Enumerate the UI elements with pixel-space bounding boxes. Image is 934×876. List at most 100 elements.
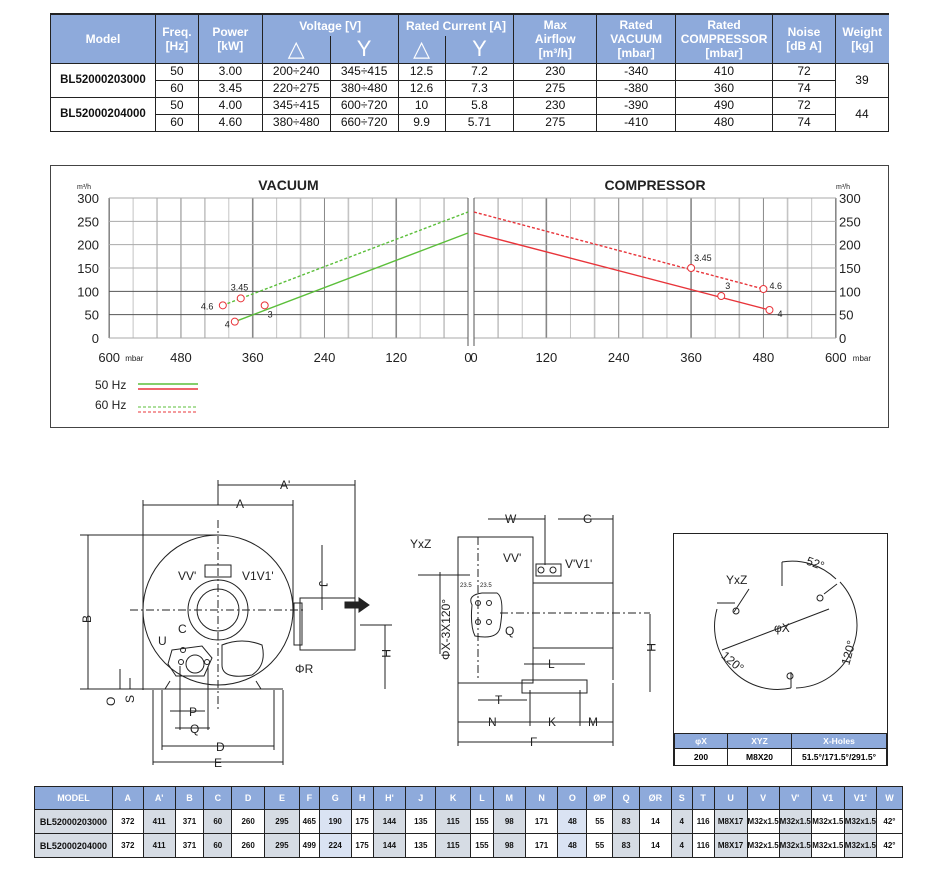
dim-header: ØR bbox=[639, 786, 672, 810]
dim-header: W bbox=[875, 786, 904, 810]
dim-header: G bbox=[318, 786, 352, 810]
label-p: P bbox=[189, 705, 197, 719]
vacuum-cell: -390 bbox=[596, 96, 677, 115]
label-e: E bbox=[214, 756, 222, 770]
compressor-cell: 410 bbox=[675, 62, 774, 81]
spec-row: 60 4.60 380÷480 660÷720 9.9 5.71 275 -410 480 74 bbox=[51, 113, 889, 132]
x-tick-label: 360 bbox=[680, 350, 702, 365]
airflow-cell: 230 bbox=[513, 96, 598, 115]
dim-header: V bbox=[746, 786, 780, 810]
x-tick-label: 120 bbox=[385, 350, 407, 365]
dim-cell: 48 bbox=[557, 809, 588, 834]
dim-cell: BL52000203000 bbox=[34, 809, 113, 834]
y-tick-label: 200 bbox=[839, 238, 861, 253]
label-phi-x: φX bbox=[774, 621, 790, 635]
data-label: 3.45 bbox=[231, 282, 249, 292]
label-w: W bbox=[505, 512, 517, 526]
dim-cell: M32x1.5 bbox=[746, 809, 780, 834]
dim-header: K bbox=[435, 786, 471, 810]
y-tick-label: 200 bbox=[77, 238, 99, 253]
label-q: Q bbox=[190, 722, 199, 736]
label-angle: 23.5 bbox=[480, 583, 492, 589]
dim-cell: M8X17 bbox=[713, 833, 748, 858]
dim-cell: 465 bbox=[298, 809, 320, 834]
dim-header: ØP bbox=[586, 786, 614, 810]
dim-cell: 411 bbox=[142, 833, 176, 858]
compressor-cell: 490 bbox=[675, 96, 774, 115]
performance-chart: VACUUM 0 50 100 150 200 250 300 600 480 360 240 120 0… bbox=[50, 165, 889, 428]
dim-cell: 14 bbox=[639, 809, 672, 834]
y-tick-label: 300 bbox=[839, 191, 861, 206]
dim-cell: 155 bbox=[469, 809, 494, 834]
delta-symbol: △ bbox=[397, 36, 446, 63]
v_star-cell: 660÷720 bbox=[329, 113, 399, 132]
header-model: Model bbox=[50, 13, 156, 63]
dim-header: V1 bbox=[810, 786, 845, 810]
data-point bbox=[260, 301, 269, 310]
dimension-table: MODEL A A' B C D E F G H H' J K L M N O ØP Q ØR S T U V V' V1 V1' W… bbox=[34, 786, 904, 858]
label-s: S bbox=[123, 695, 137, 703]
series-line bbox=[222, 211, 469, 306]
data-label: 3 bbox=[725, 281, 730, 291]
header-vacuum: Rated VACUUM [mbar] bbox=[596, 13, 676, 63]
dim-cell: 83 bbox=[612, 809, 640, 834]
label-c: C bbox=[178, 622, 187, 636]
cell: M8X20 bbox=[727, 748, 792, 766]
dim-cell: 116 bbox=[691, 809, 715, 834]
data-label: 4 bbox=[777, 309, 782, 319]
v_delta-cell: 380÷480 bbox=[261, 113, 331, 132]
dim-cell: 372 bbox=[111, 833, 144, 858]
data-label: 4.6 bbox=[201, 301, 214, 311]
header-compressor: Rated COMPRESSOR [mbar] bbox=[675, 13, 773, 63]
dim-cell: M32x1.5 bbox=[843, 833, 877, 858]
dim-cell: 411 bbox=[142, 809, 176, 834]
dim-cell: 115 bbox=[435, 833, 471, 858]
dim-cell: 60 bbox=[203, 833, 233, 858]
dim-header: MODEL bbox=[34, 786, 113, 810]
dim-header: V1' bbox=[843, 786, 877, 810]
label-a-prime: A' bbox=[280, 478, 290, 492]
dim-cell: 4 bbox=[670, 809, 693, 834]
y-tick-label: 50 bbox=[85, 308, 99, 323]
dim-cell: 260 bbox=[231, 833, 266, 858]
y-tick-label: 0 bbox=[92, 331, 99, 346]
header-freq: Freq. [Hz] bbox=[154, 13, 199, 63]
dim-cell: 98 bbox=[492, 809, 526, 834]
dim-row: BL52000204000 372 411 371 60 260 295 499 224 175 1… bbox=[34, 833, 904, 858]
dim-cell: 190 bbox=[318, 809, 352, 834]
i_star-cell: 5.8 bbox=[444, 96, 515, 115]
x-tick-label: 0 bbox=[464, 350, 471, 365]
label-angle-52: 52° bbox=[804, 554, 826, 573]
v_star-cell: 345÷415 bbox=[329, 62, 399, 81]
dim-cell: M8X17 bbox=[713, 809, 748, 834]
label-k: K bbox=[548, 715, 556, 729]
i_delta-cell: 9.9 bbox=[397, 113, 446, 132]
i_star-cell: 7.3 bbox=[444, 79, 515, 98]
label-u: U bbox=[158, 634, 167, 648]
side-view: W G YxZ VV' V'V1' ΦX-3X120° 23.5 23.5 Q … bbox=[410, 512, 658, 749]
data-point bbox=[717, 291, 726, 300]
y-axis-unit: m³/h bbox=[77, 184, 91, 191]
header-xyz: XYZ bbox=[727, 733, 792, 749]
model-cell: BL52000203000 bbox=[50, 62, 156, 98]
label-d: D bbox=[216, 740, 225, 754]
label-f: F bbox=[530, 735, 537, 749]
freq-cell: 50 bbox=[154, 96, 199, 115]
dim-header: F bbox=[298, 786, 320, 810]
dim-cell: 55 bbox=[586, 809, 614, 834]
dim-cell: 224 bbox=[318, 833, 352, 858]
y-axis-unit: m³/h bbox=[836, 184, 850, 191]
label-angle-120-right: 120° bbox=[839, 639, 859, 667]
data-label: 3 bbox=[268, 309, 273, 319]
dim-cell: 295 bbox=[264, 833, 300, 858]
hole-pattern: YxZ φX 52° 120° 120° bbox=[714, 554, 859, 690]
header-x-holes: X-Holes bbox=[791, 733, 887, 749]
airflow-cell: 275 bbox=[513, 79, 598, 98]
dim-cell: M32x1.5 bbox=[810, 833, 845, 858]
dim-cell: M32x1.5 bbox=[778, 809, 812, 834]
header-voltage: Voltage [V] bbox=[261, 13, 399, 36]
label-m: M bbox=[588, 715, 598, 729]
dim-header: D bbox=[231, 786, 266, 810]
power-cell: 4.60 bbox=[197, 113, 263, 132]
